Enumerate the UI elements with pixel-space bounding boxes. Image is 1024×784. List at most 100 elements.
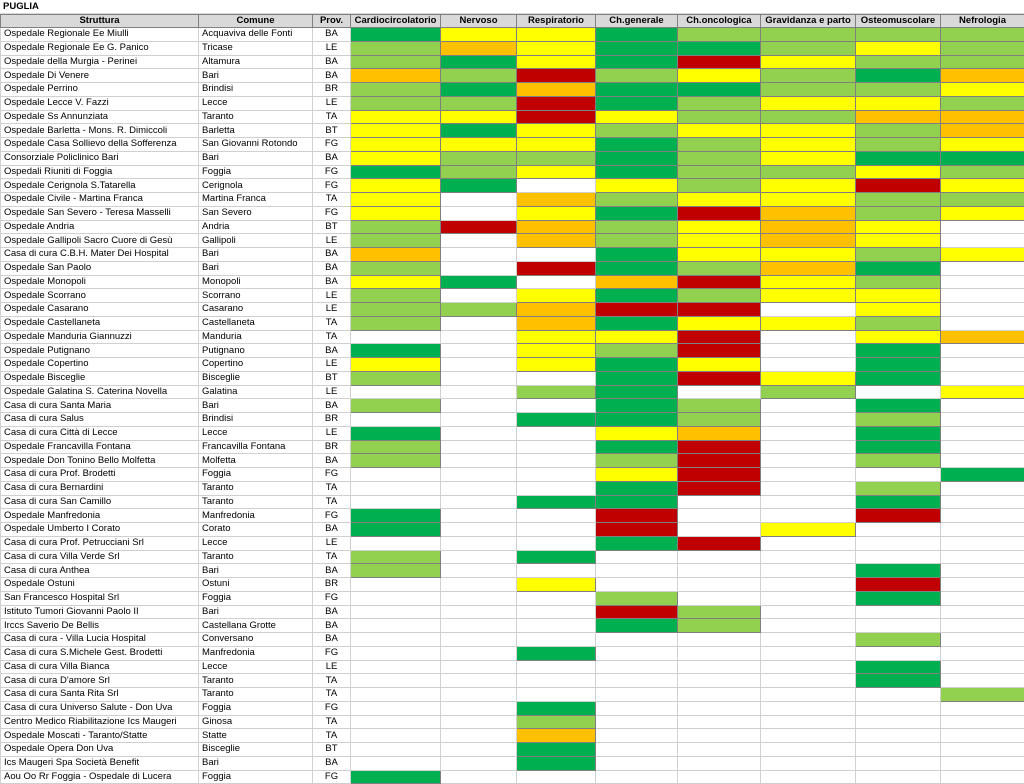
rating-cell-respiratorio[interactable] — [516, 27, 596, 42]
rating-cell-ch-generale[interactable] — [595, 412, 678, 427]
rating-cell-ch-generale[interactable] — [595, 343, 678, 358]
rating-cell-ch-oncologica[interactable] — [677, 315, 761, 331]
rating-cell-cardiocircolatorio[interactable] — [350, 728, 441, 743]
rating-cell-nefrologia[interactable] — [940, 673, 1024, 688]
rating-cell-nefrologia[interactable] — [940, 205, 1024, 221]
rating-cell-nervoso[interactable] — [440, 467, 517, 482]
rating-cell-ch-oncologica[interactable] — [677, 109, 761, 125]
cell-comune[interactable]: Gallipoli — [198, 233, 313, 248]
cell-struttura[interactable]: Ospedale Manfredonia — [0, 508, 199, 523]
rating-cell-ch-oncologica[interactable] — [677, 673, 761, 688]
rating-cell-respiratorio[interactable] — [516, 54, 596, 70]
rating-cell-ch-oncologica[interactable] — [677, 260, 761, 276]
rating-cell-gravidanza-parto[interactable] — [760, 645, 856, 661]
rating-cell-respiratorio[interactable] — [516, 522, 596, 537]
cell-struttura[interactable]: Ospedale Perrino — [0, 82, 199, 97]
rating-cell-cardiocircolatorio[interactable] — [350, 95, 441, 111]
rating-cell-ch-generale[interactable] — [595, 467, 678, 482]
cell-prov[interactable]: LE — [312, 95, 351, 111]
rating-cell-ch-oncologica[interactable] — [677, 522, 761, 537]
cell-prov[interactable]: FG — [312, 467, 351, 482]
rating-cell-nefrologia[interactable] — [940, 563, 1024, 578]
cell-prov[interactable]: TA — [312, 109, 351, 125]
rating-cell-respiratorio[interactable] — [516, 563, 596, 578]
cell-struttura[interactable]: Ospedale Don Tonino Bello Molfetta — [0, 453, 199, 468]
rating-cell-osteomuscolare[interactable] — [855, 604, 941, 620]
rating-cell-osteomuscolare[interactable] — [855, 274, 941, 290]
cell-prov[interactable]: TA — [312, 714, 351, 730]
rating-cell-ch-generale[interactable] — [595, 95, 678, 111]
rating-cell-ch-generale[interactable] — [595, 508, 678, 523]
column-header-respiratorio[interactable]: Respiratorio — [516, 14, 596, 28]
rating-cell-nervoso[interactable] — [440, 535, 517, 551]
rating-cell-osteomuscolare[interactable] — [855, 714, 941, 730]
rating-cell-gravidanza-parto[interactable] — [760, 288, 856, 303]
cell-prov[interactable]: BA — [312, 150, 351, 166]
rating-cell-ch-oncologica[interactable] — [677, 412, 761, 427]
cell-comune[interactable]: Taranto — [198, 480, 313, 496]
rating-cell-osteomuscolare[interactable] — [855, 302, 941, 317]
rating-cell-ch-generale[interactable] — [595, 315, 678, 331]
rating-cell-gravidanza-parto[interactable] — [760, 260, 856, 276]
rating-cell-ch-oncologica[interactable] — [677, 384, 761, 400]
rating-cell-nervoso[interactable] — [440, 714, 517, 730]
rating-cell-ch-oncologica[interactable] — [677, 302, 761, 317]
rating-cell-osteomuscolare[interactable] — [855, 329, 941, 345]
rating-cell-respiratorio[interactable] — [516, 769, 596, 784]
cell-prov[interactable]: FG — [312, 590, 351, 606]
rating-cell-osteomuscolare[interactable] — [855, 247, 941, 262]
rating-cell-nervoso[interactable] — [440, 109, 517, 125]
cell-struttura[interactable]: Casa di cura D'amore Srl — [0, 673, 199, 688]
cell-struttura[interactable]: Ospedale Monopoli — [0, 274, 199, 290]
rating-cell-nervoso[interactable] — [440, 68, 517, 83]
rating-cell-ch-oncologica[interactable] — [677, 480, 761, 496]
rating-cell-nervoso[interactable] — [440, 563, 517, 578]
rating-cell-nefrologia[interactable] — [940, 178, 1024, 193]
rating-cell-ch-oncologica[interactable] — [677, 233, 761, 248]
rating-cell-gravidanza-parto[interactable] — [760, 164, 856, 180]
rating-cell-ch-oncologica[interactable] — [677, 54, 761, 70]
rating-cell-nefrologia[interactable] — [940, 412, 1024, 427]
cell-struttura[interactable]: Ospedale Francavilla Fontana — [0, 439, 199, 455]
rating-cell-respiratorio[interactable] — [516, 577, 596, 592]
rating-cell-ch-oncologica[interactable] — [677, 563, 761, 578]
rating-cell-ch-oncologica[interactable] — [677, 659, 761, 675]
rating-cell-nervoso[interactable] — [440, 247, 517, 262]
cell-struttura[interactable]: Ospedale Gallipoli Sacro Cuore di Gesù — [0, 233, 199, 248]
cell-comune[interactable]: Bisceglie — [198, 370, 313, 386]
cell-struttura[interactable]: Casa di cura Salus — [0, 412, 199, 427]
rating-cell-respiratorio[interactable] — [516, 123, 596, 138]
rating-cell-respiratorio[interactable] — [516, 178, 596, 193]
column-header-nefrologia[interactable]: Nefrologia — [940, 14, 1024, 28]
cell-comune[interactable]: Corato — [198, 522, 313, 537]
cell-comune[interactable]: Lecce — [198, 535, 313, 551]
rating-cell-nefrologia[interactable] — [940, 343, 1024, 358]
rating-cell-ch-generale[interactable] — [595, 109, 678, 125]
cell-prov[interactable]: BT — [312, 219, 351, 235]
cell-comune[interactable]: Acquaviva delle Fonti — [198, 27, 313, 42]
rating-cell-ch-oncologica[interactable] — [677, 645, 761, 661]
rating-cell-osteomuscolare[interactable] — [855, 632, 941, 647]
rating-cell-gravidanza-parto[interactable] — [760, 205, 856, 221]
cell-prov[interactable]: FG — [312, 205, 351, 221]
cell-comune[interactable]: Statte — [198, 728, 313, 743]
cell-comune[interactable]: Ginosa — [198, 714, 313, 730]
rating-cell-nefrologia[interactable] — [940, 302, 1024, 317]
rating-cell-osteomuscolare[interactable] — [855, 137, 941, 152]
rating-cell-ch-generale[interactable] — [595, 439, 678, 455]
rating-cell-nefrologia[interactable] — [940, 123, 1024, 138]
rating-cell-nervoso[interactable] — [440, 508, 517, 523]
rating-cell-nefrologia[interactable] — [940, 494, 1024, 510]
cell-comune[interactable]: Taranto — [198, 673, 313, 688]
cell-prov[interactable]: BA — [312, 563, 351, 578]
rating-cell-nefrologia[interactable] — [940, 687, 1024, 702]
rating-cell-cardiocircolatorio[interactable] — [350, 315, 441, 331]
rating-cell-cardiocircolatorio[interactable] — [350, 604, 441, 620]
rating-cell-nervoso[interactable] — [440, 288, 517, 303]
rating-cell-ch-oncologica[interactable] — [677, 192, 761, 207]
rating-cell-ch-generale[interactable] — [595, 755, 678, 771]
rating-cell-ch-generale[interactable] — [595, 714, 678, 730]
rating-cell-ch-generale[interactable] — [595, 687, 678, 702]
rating-cell-ch-oncologica[interactable] — [677, 439, 761, 455]
rating-cell-ch-generale[interactable] — [595, 425, 678, 441]
